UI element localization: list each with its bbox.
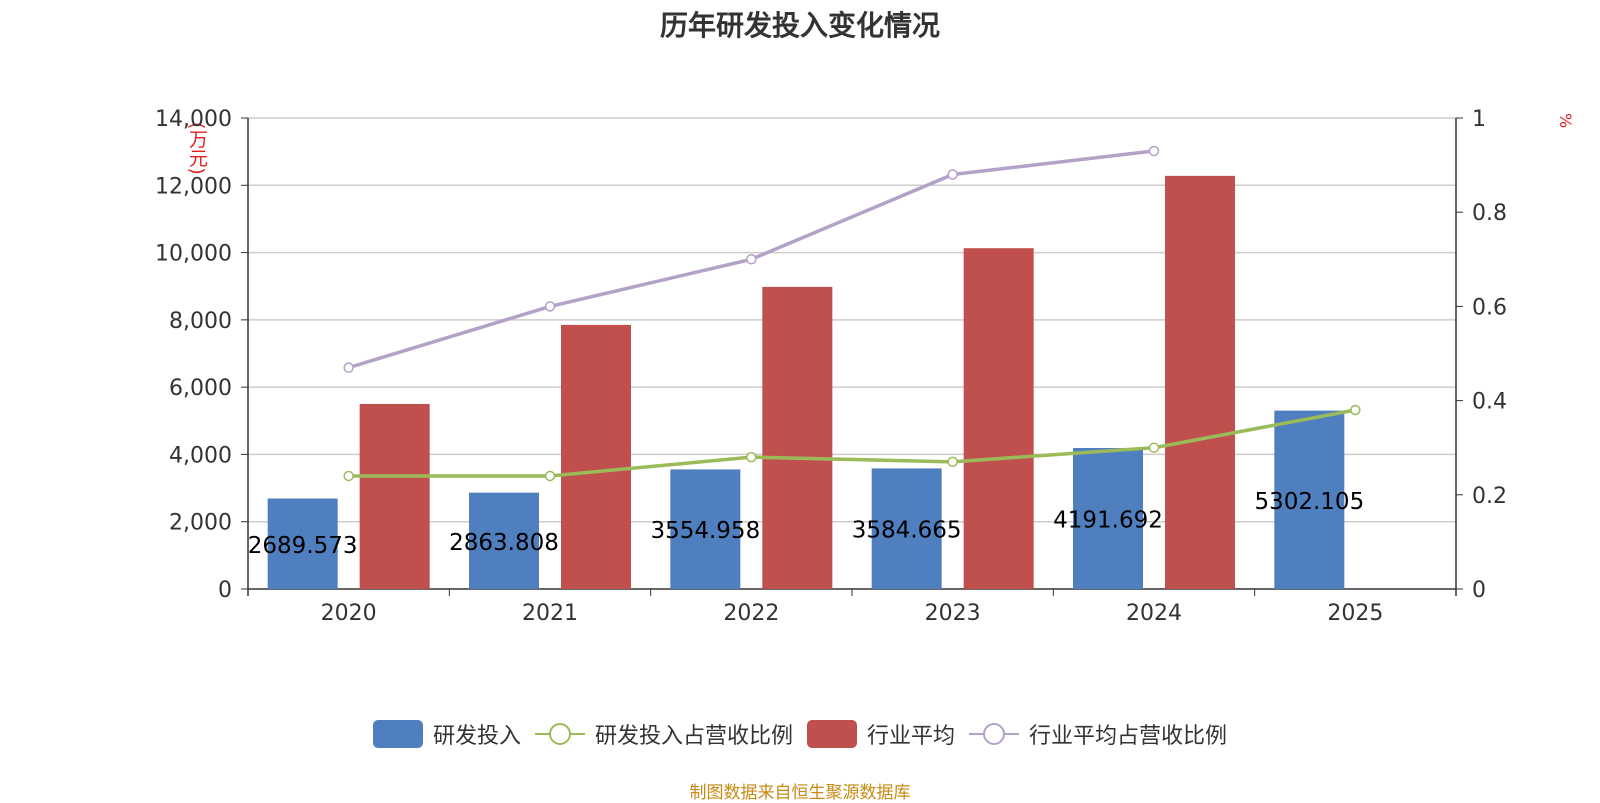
left-axis-tick-label: 14,000 <box>155 107 232 132</box>
bar-value-label: 5302.105 <box>1254 489 1364 515</box>
bar-industry <box>762 286 833 589</box>
industry-ratio-point <box>947 169 958 180</box>
legend-item-rd-ratio[interactable]: 研发投入占营收比例 <box>534 718 793 750</box>
bar-value-label: 4191.692 <box>1053 507 1163 533</box>
legend-label-industry-ratio: 行业平均占营收比例 <box>1029 724 1228 749</box>
bar-value-label: 2863.808 <box>449 530 559 556</box>
right-axis-tick-label: 0.8 <box>1472 201 1507 226</box>
left-axis-tick-label: 0 <box>218 578 232 603</box>
left-axis-tick-label: 10,000 <box>155 242 232 267</box>
bar-value-label: 2689.573 <box>248 533 358 559</box>
industry-ratio-point <box>343 362 354 373</box>
rd-ratio-point <box>1350 404 1361 416</box>
rd-ratio-point <box>544 470 556 482</box>
right-axis-unit: % <box>1556 113 1575 129</box>
left-axis-tick-label: 2,000 <box>169 511 232 536</box>
bar-rd <box>469 492 539 589</box>
x-axis-tick-label: 2022 <box>723 601 779 626</box>
left-axis-tick-label: 6,000 <box>169 376 232 401</box>
industry-ratio-point <box>746 254 757 265</box>
bar-industry <box>963 248 1034 589</box>
industry-ratio-point <box>544 301 556 312</box>
x-axis-tick-label: 2020 <box>321 601 377 626</box>
chart-title: 历年研发投入变化情况 <box>659 9 940 42</box>
x-axis-tick-label: 2024 <box>1126 601 1182 626</box>
rd-ratio-line <box>348 408 1356 478</box>
legend-label-rd: 研发投入 <box>432 724 521 749</box>
legend-item-industry-ratio[interactable]: 行业平均占营收比例 <box>969 718 1227 750</box>
bar-rd <box>1274 410 1345 589</box>
x-axis-tick-label: 2023 <box>925 601 981 626</box>
industry-ratio-point <box>1148 145 1160 157</box>
legend-swatch-industry <box>807 720 857 748</box>
bar-industry <box>561 324 631 589</box>
right-axis-tick-label: 0.2 <box>1472 484 1507 509</box>
legend-label-industry: 行业平均 <box>867 724 956 749</box>
bar-rd <box>267 498 338 589</box>
rd-ratio-point <box>1148 442 1160 453</box>
left-axis-tick-label: 4,000 <box>169 443 232 468</box>
left-axis-unit: (万元) <box>186 122 208 175</box>
legend-swatch-rd <box>372 720 423 748</box>
legend-swatch-industry-ratio <box>969 723 1020 745</box>
left-axis-tick-label: 12,000 <box>155 174 232 199</box>
right-axis-tick-label: 1 <box>1472 107 1486 132</box>
rd-ratio-point <box>947 456 958 468</box>
bar-industry <box>1165 175 1235 589</box>
bar-industry <box>359 403 430 589</box>
left-axis-tick-label: 8,000 <box>169 309 232 334</box>
right-axis-tick-label: 0.4 <box>1472 390 1507 415</box>
bar-value-label: 3584.665 <box>852 518 962 544</box>
bar-rd <box>670 469 741 589</box>
legend: 研发投入 研发投入占营收比例 行业平均 行业平均占营收比例 <box>0 718 1600 750</box>
bar-value-label: 3554.958 <box>650 518 760 544</box>
x-axis-tick-label: 2021 <box>522 601 578 626</box>
legend-item-industry[interactable]: 行业平均 <box>807 718 955 750</box>
x-axis-tick-label: 2025 <box>1327 601 1383 626</box>
rd-ratio-point <box>746 451 757 463</box>
legend-swatch-rd-ratio <box>534 723 585 745</box>
right-axis-tick-label: 0.6 <box>1472 295 1507 320</box>
legend-item-rd[interactable]: 研发投入 <box>372 718 521 750</box>
right-axis-tick-label: 0 <box>1472 578 1486 603</box>
bar-rd <box>871 468 942 589</box>
data-source-note: 制图数据来自恒生聚源数据库 <box>689 783 911 803</box>
bar-rd <box>1073 447 1143 589</box>
legend-label-rd-ratio: 研发投入占营收比例 <box>594 724 793 749</box>
rd-ratio-point <box>343 470 354 482</box>
